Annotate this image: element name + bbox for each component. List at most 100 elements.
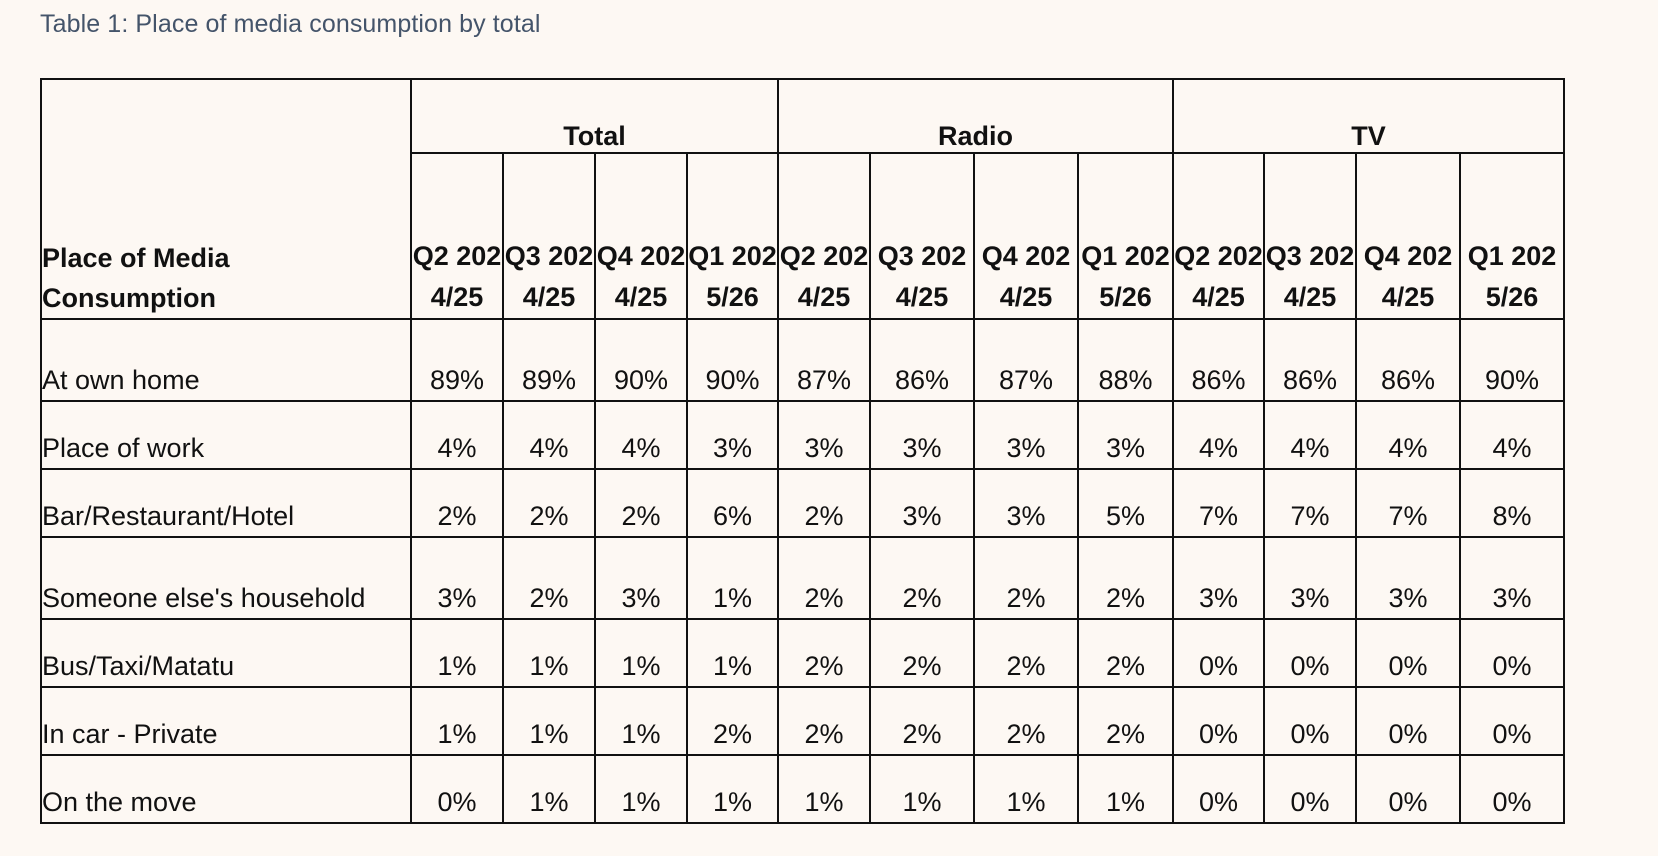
table-cell: 3%	[777, 400, 871, 470]
period-header: Q3 2024/25	[869, 152, 975, 320]
row-label: At own home	[40, 318, 412, 402]
table-cell: 88%	[1077, 318, 1174, 402]
table-cell: 90%	[1459, 318, 1565, 402]
table-cell: 2%	[777, 468, 871, 538]
period-header: Q4 2024/25	[1355, 152, 1461, 320]
table-cell: 0%	[1459, 618, 1565, 688]
row-header: Place of Media Consumption	[40, 78, 412, 320]
period-header: Q2 2024/25	[777, 152, 871, 320]
table-cell: 1%	[410, 618, 504, 688]
table-cell: 7%	[1355, 468, 1461, 538]
period-header: Q3 2024/25	[1263, 152, 1357, 320]
group-header-total: Total	[410, 78, 779, 154]
table-cell: 1%	[686, 754, 779, 824]
table-cell: 7%	[1263, 468, 1357, 538]
period-header: Q3 2024/25	[502, 152, 596, 320]
period-label: Q3 2024/25	[504, 241, 594, 312]
period-header: Q4 2024/25	[594, 152, 688, 320]
row-label: Bus/Taxi/Matatu	[40, 618, 412, 688]
table-cell: 0%	[1355, 754, 1461, 824]
row-label: Bar/Restaurant/Hotel	[40, 468, 412, 538]
table-cell: 0%	[1172, 686, 1265, 756]
table-cell: 90%	[594, 318, 688, 402]
row-label: Place of work	[40, 400, 412, 470]
table-cell: 2%	[973, 618, 1079, 688]
table-cell: 2%	[502, 468, 596, 538]
row-label: In car - Private	[40, 686, 412, 756]
table-cell: 0%	[1355, 618, 1461, 688]
table-cell: 86%	[1355, 318, 1461, 402]
table-cell: 1%	[594, 686, 688, 756]
table-cell: 2%	[777, 536, 871, 620]
table-cell: 1%	[502, 754, 596, 824]
table-row: Bus/Taxi/Matatu 1% 1% 1% 1% 2% 2% 2% 2% 0% 0% 0% 0%	[40, 618, 1565, 688]
table-cell: 1%	[1077, 754, 1174, 824]
table-cell: 86%	[1172, 318, 1265, 402]
table-cell: 3%	[1172, 536, 1265, 620]
table-cell: 0%	[1459, 686, 1565, 756]
table-cell: 3%	[1077, 400, 1174, 470]
table-cell: 0%	[1263, 754, 1357, 824]
media-consumption-table: Place of Media Consumption Total Radio T…	[40, 78, 1565, 824]
table-cell: 1%	[502, 686, 596, 756]
period-header-row: Q2 2024/25 Q3 2024/25 Q4 2024/25 Q1 2025/26…	[41, 152, 1565, 320]
period-header: Q1 2025/26	[1459, 152, 1565, 320]
table-cell: 4%	[1263, 400, 1357, 470]
table-cell: 6%	[686, 468, 779, 538]
table-cell: 2%	[686, 686, 779, 756]
table-cell: 4%	[410, 400, 504, 470]
table-cell: 1%	[869, 754, 975, 824]
table-cell: 0%	[1355, 686, 1461, 756]
period-header: Q2 2024/25	[410, 152, 504, 320]
table-cell: 0%	[410, 754, 504, 824]
table-cell: 1%	[686, 536, 779, 620]
table-cell: 5%	[1077, 468, 1174, 538]
table-cell: 3%	[973, 400, 1079, 470]
period-label: Q4 2024/25	[981, 241, 1071, 312]
table-cell: 2%	[410, 468, 504, 538]
table-cell: 3%	[973, 468, 1079, 538]
period-label: Q4 2024/25	[596, 241, 686, 312]
table-row: Someone else's household 3% 2% 3% 1% 2% 2% 2% 2%…	[40, 536, 1565, 620]
table-cell: 0%	[1459, 754, 1565, 824]
table-cell: 8%	[1459, 468, 1565, 538]
period-label: Q2 2024/25	[1174, 241, 1263, 312]
table-cell: 87%	[777, 318, 871, 402]
table-cell: 2%	[973, 686, 1079, 756]
table-cell: 1%	[594, 754, 688, 824]
table-body: At own home 89% 89% 90% 90% 87% 86% 87% 88% 86% 86…	[40, 318, 1565, 824]
group-header-row: Place of Media Consumption Total Radio T…	[40, 78, 1565, 320]
table-cell: 2%	[777, 618, 871, 688]
table-cell: 3%	[1355, 536, 1461, 620]
table-row: On the move 0% 1% 1% 1% 1% 1% 1% 1% 0% 0% 0% 0%	[40, 754, 1565, 824]
table-cell: 86%	[869, 318, 975, 402]
table-cell: 7%	[1172, 468, 1265, 538]
table-cell: 4%	[502, 400, 596, 470]
table-cell: 87%	[973, 318, 1079, 402]
row-label: Someone else's household	[40, 536, 412, 620]
table-cell: 2%	[973, 536, 1079, 620]
table-cell: 2%	[869, 618, 975, 688]
period-header: Q2 2024/25	[1172, 152, 1265, 320]
table-cell: 0%	[1263, 618, 1357, 688]
table-row: At own home 89% 89% 90% 90% 87% 86% 87% 88% 86% 86…	[40, 318, 1565, 402]
table-cell: 1%	[777, 754, 871, 824]
period-label: Q2 2024/25	[779, 241, 869, 312]
table-row: Place of work 4% 4% 4% 3% 3% 3% 3% 3% 4% 4% 4% 4%	[40, 400, 1565, 470]
table-caption: Table 1: Place of media consumption by t…	[40, 10, 541, 38]
table-cell: 1%	[410, 686, 504, 756]
period-label: Q2 2024/25	[412, 241, 502, 312]
table-cell: 90%	[686, 318, 779, 402]
table-cell: 2%	[1077, 686, 1174, 756]
table-cell: 89%	[502, 318, 596, 402]
table-cell: 4%	[1355, 400, 1461, 470]
period-label: Q1 2025/26	[1467, 241, 1557, 312]
group-header-tv: TV	[1172, 78, 1565, 154]
period-label: Q3 2024/25	[877, 241, 967, 312]
group-header-radio: Radio	[777, 78, 1174, 154]
period-header: Q4 2024/25	[973, 152, 1079, 320]
table-cell: 2%	[869, 686, 975, 756]
table-cell: 3%	[869, 400, 975, 470]
table-cell: 3%	[869, 468, 975, 538]
table-cell: 2%	[594, 468, 688, 538]
